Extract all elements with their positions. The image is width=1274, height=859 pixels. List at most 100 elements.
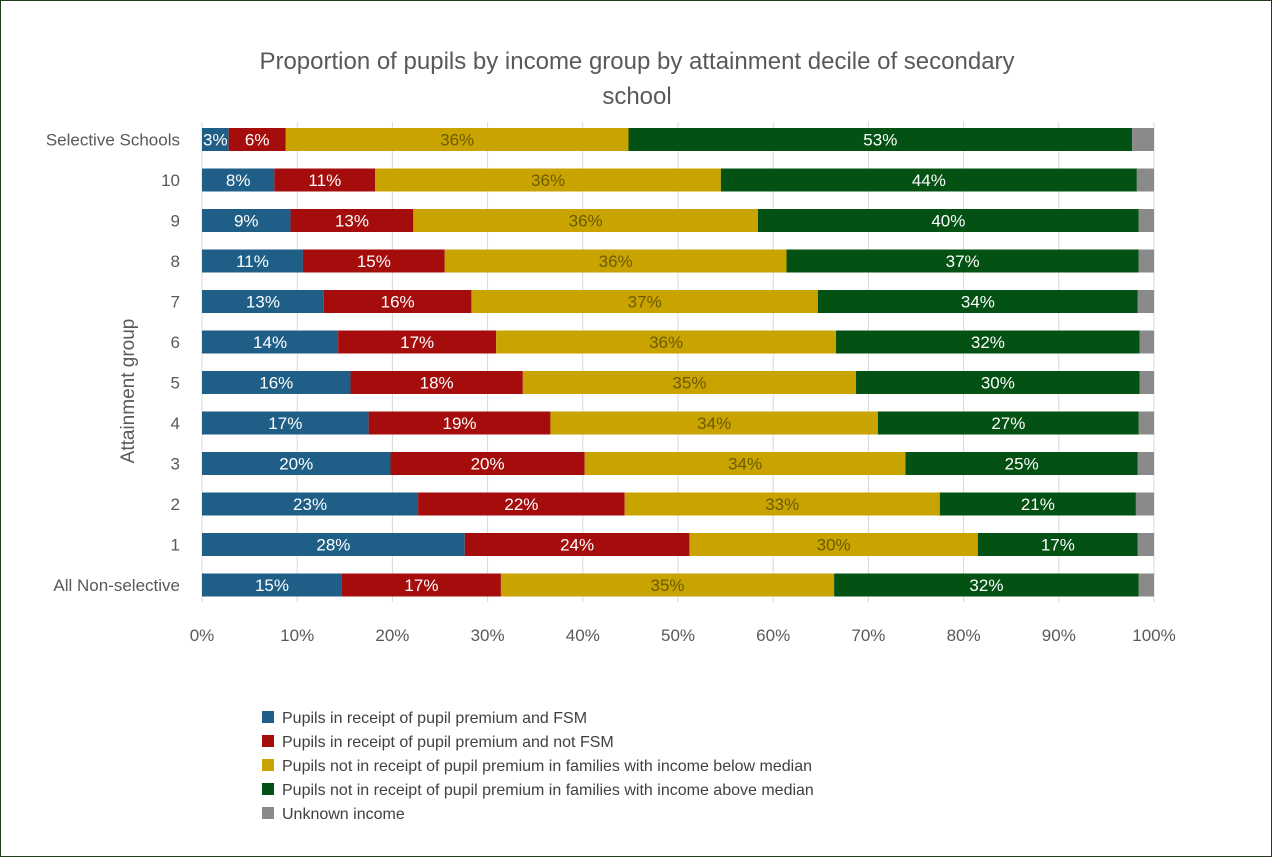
chart-title-line: school <box>602 83 671 110</box>
bar-data-label: 17% <box>268 414 302 433</box>
bar-data-label: 23% <box>293 495 327 514</box>
bar-data-label: 16% <box>381 293 415 312</box>
bar-data-label: 17% <box>400 333 434 352</box>
bar-segment <box>1132 128 1154 151</box>
bar-segment <box>202 533 465 556</box>
bar-segment <box>464 533 690 556</box>
bar-segment <box>786 249 1139 273</box>
category-label: 3 <box>171 455 180 474</box>
bar-segment <box>471 290 818 313</box>
bar-data-label: 34% <box>728 455 762 474</box>
x-tick-label: 20% <box>375 626 409 645</box>
legend-label: Unknown income <box>282 806 405 823</box>
legend-swatch <box>262 735 274 747</box>
bar-data-label: 8% <box>226 171 251 190</box>
bar-data-label: 37% <box>946 252 980 271</box>
bar-data-label: 36% <box>599 252 633 271</box>
bar-segment <box>202 168 275 192</box>
bar-segment <box>228 128 286 151</box>
bar-segment <box>817 290 1138 313</box>
x-tick-label: 80% <box>947 626 981 645</box>
bar-segment <box>1137 290 1154 313</box>
bar-data-label: 11% <box>236 252 269 271</box>
bar-segment <box>624 492 940 516</box>
category-label: 10 <box>161 171 180 190</box>
x-tick-label: 90% <box>1042 626 1076 645</box>
bar-data-label: 18% <box>420 374 454 393</box>
bar-data-label: 6% <box>245 131 270 150</box>
category-label: 4 <box>171 414 180 433</box>
category-label: 8 <box>171 252 180 271</box>
bar-data-label: 20% <box>279 455 313 474</box>
bar-data-label: 19% <box>443 414 477 433</box>
category-label: 6 <box>171 333 180 352</box>
legend-label: Pupils not in receipt of pupil premium i… <box>282 782 814 799</box>
bar-segment <box>202 290 324 313</box>
bar-segment <box>689 533 978 556</box>
bar-segment <box>323 290 472 313</box>
bar-data-label: 30% <box>981 374 1015 393</box>
bar-data-label: 20% <box>471 455 505 474</box>
bar-data-label: 3% <box>203 131 228 150</box>
x-axis-ticks: 0% 10% 20% 30% 40% 50% 60% 70% 80% 90% 100% <box>190 626 1176 645</box>
bar-data-label: 32% <box>971 333 1005 352</box>
bar-segment <box>905 452 1138 475</box>
bar-segment <box>375 168 721 192</box>
bar-segment <box>1136 168 1154 192</box>
gridlines <box>201 122 1155 603</box>
bar-segment <box>202 411 369 435</box>
bar-segment <box>877 411 1139 435</box>
category-label: 7 <box>171 293 180 312</box>
bar-data-label: 34% <box>961 293 995 312</box>
bar-segment <box>720 168 1137 192</box>
bar-segment <box>202 492 419 516</box>
bar-data-label: 36% <box>569 212 603 231</box>
bar-segment <box>1138 209 1154 232</box>
bar-data-label: 35% <box>672 374 706 393</box>
bar-segment <box>285 128 629 151</box>
bar-segment <box>202 330 339 354</box>
bar-segment <box>302 249 445 273</box>
bar-segment <box>202 249 303 273</box>
bar-data-label: 9% <box>234 212 259 231</box>
bar-data-label: 34% <box>697 414 731 433</box>
bar-data-label: 11% <box>308 171 341 190</box>
bar-segment <box>274 168 376 192</box>
x-tick-label: 30% <box>471 626 505 645</box>
bar-data-label: 13% <box>246 293 280 312</box>
bars: 3% 6% 36% 53% 8% 11% 36% 44% 9% 13% 36% 40% 11% 15% 36… <box>202 128 1154 597</box>
x-tick-label: 50% <box>661 626 695 645</box>
legend-label: Pupils not in receipt of pupil premium i… <box>282 758 812 775</box>
bar-segment <box>834 573 1139 597</box>
bar-data-label: 21% <box>1021 495 1055 514</box>
bar-segment <box>390 452 585 475</box>
bar-segment <box>584 452 906 475</box>
bar-data-label: 37% <box>628 293 662 312</box>
bar-segment <box>856 371 1140 394</box>
bar-segment <box>496 330 837 354</box>
bar-data-label: 44% <box>912 171 946 190</box>
bar-segment <box>1138 573 1154 597</box>
category-label: 1 <box>171 536 180 555</box>
bar-segment <box>202 371 351 394</box>
bar-data-label: 35% <box>651 576 685 595</box>
bar-segment <box>500 573 835 597</box>
bar-segment <box>977 533 1138 556</box>
bar-data-label: 17% <box>1041 536 1075 555</box>
bar-data-label: 16% <box>259 374 293 393</box>
chart-title: Proportion of pupils by income group by … <box>259 48 1014 110</box>
category-label: All Non-selective <box>53 576 180 595</box>
bar-segment <box>939 492 1136 516</box>
bar-segment <box>368 411 551 435</box>
category-label: 2 <box>171 495 180 514</box>
bar-segment <box>628 128 1133 151</box>
bar-segment <box>757 209 1139 232</box>
x-tick-label: 0% <box>190 626 215 645</box>
x-tick-label: 60% <box>756 626 790 645</box>
x-tick-label: 40% <box>566 626 600 645</box>
bar-data-label: 24% <box>560 536 594 555</box>
bar-data-label: 27% <box>991 414 1025 433</box>
bar-data-label: 17% <box>404 576 438 595</box>
legend-label: Pupils in receipt of pupil premium and n… <box>282 734 614 751</box>
